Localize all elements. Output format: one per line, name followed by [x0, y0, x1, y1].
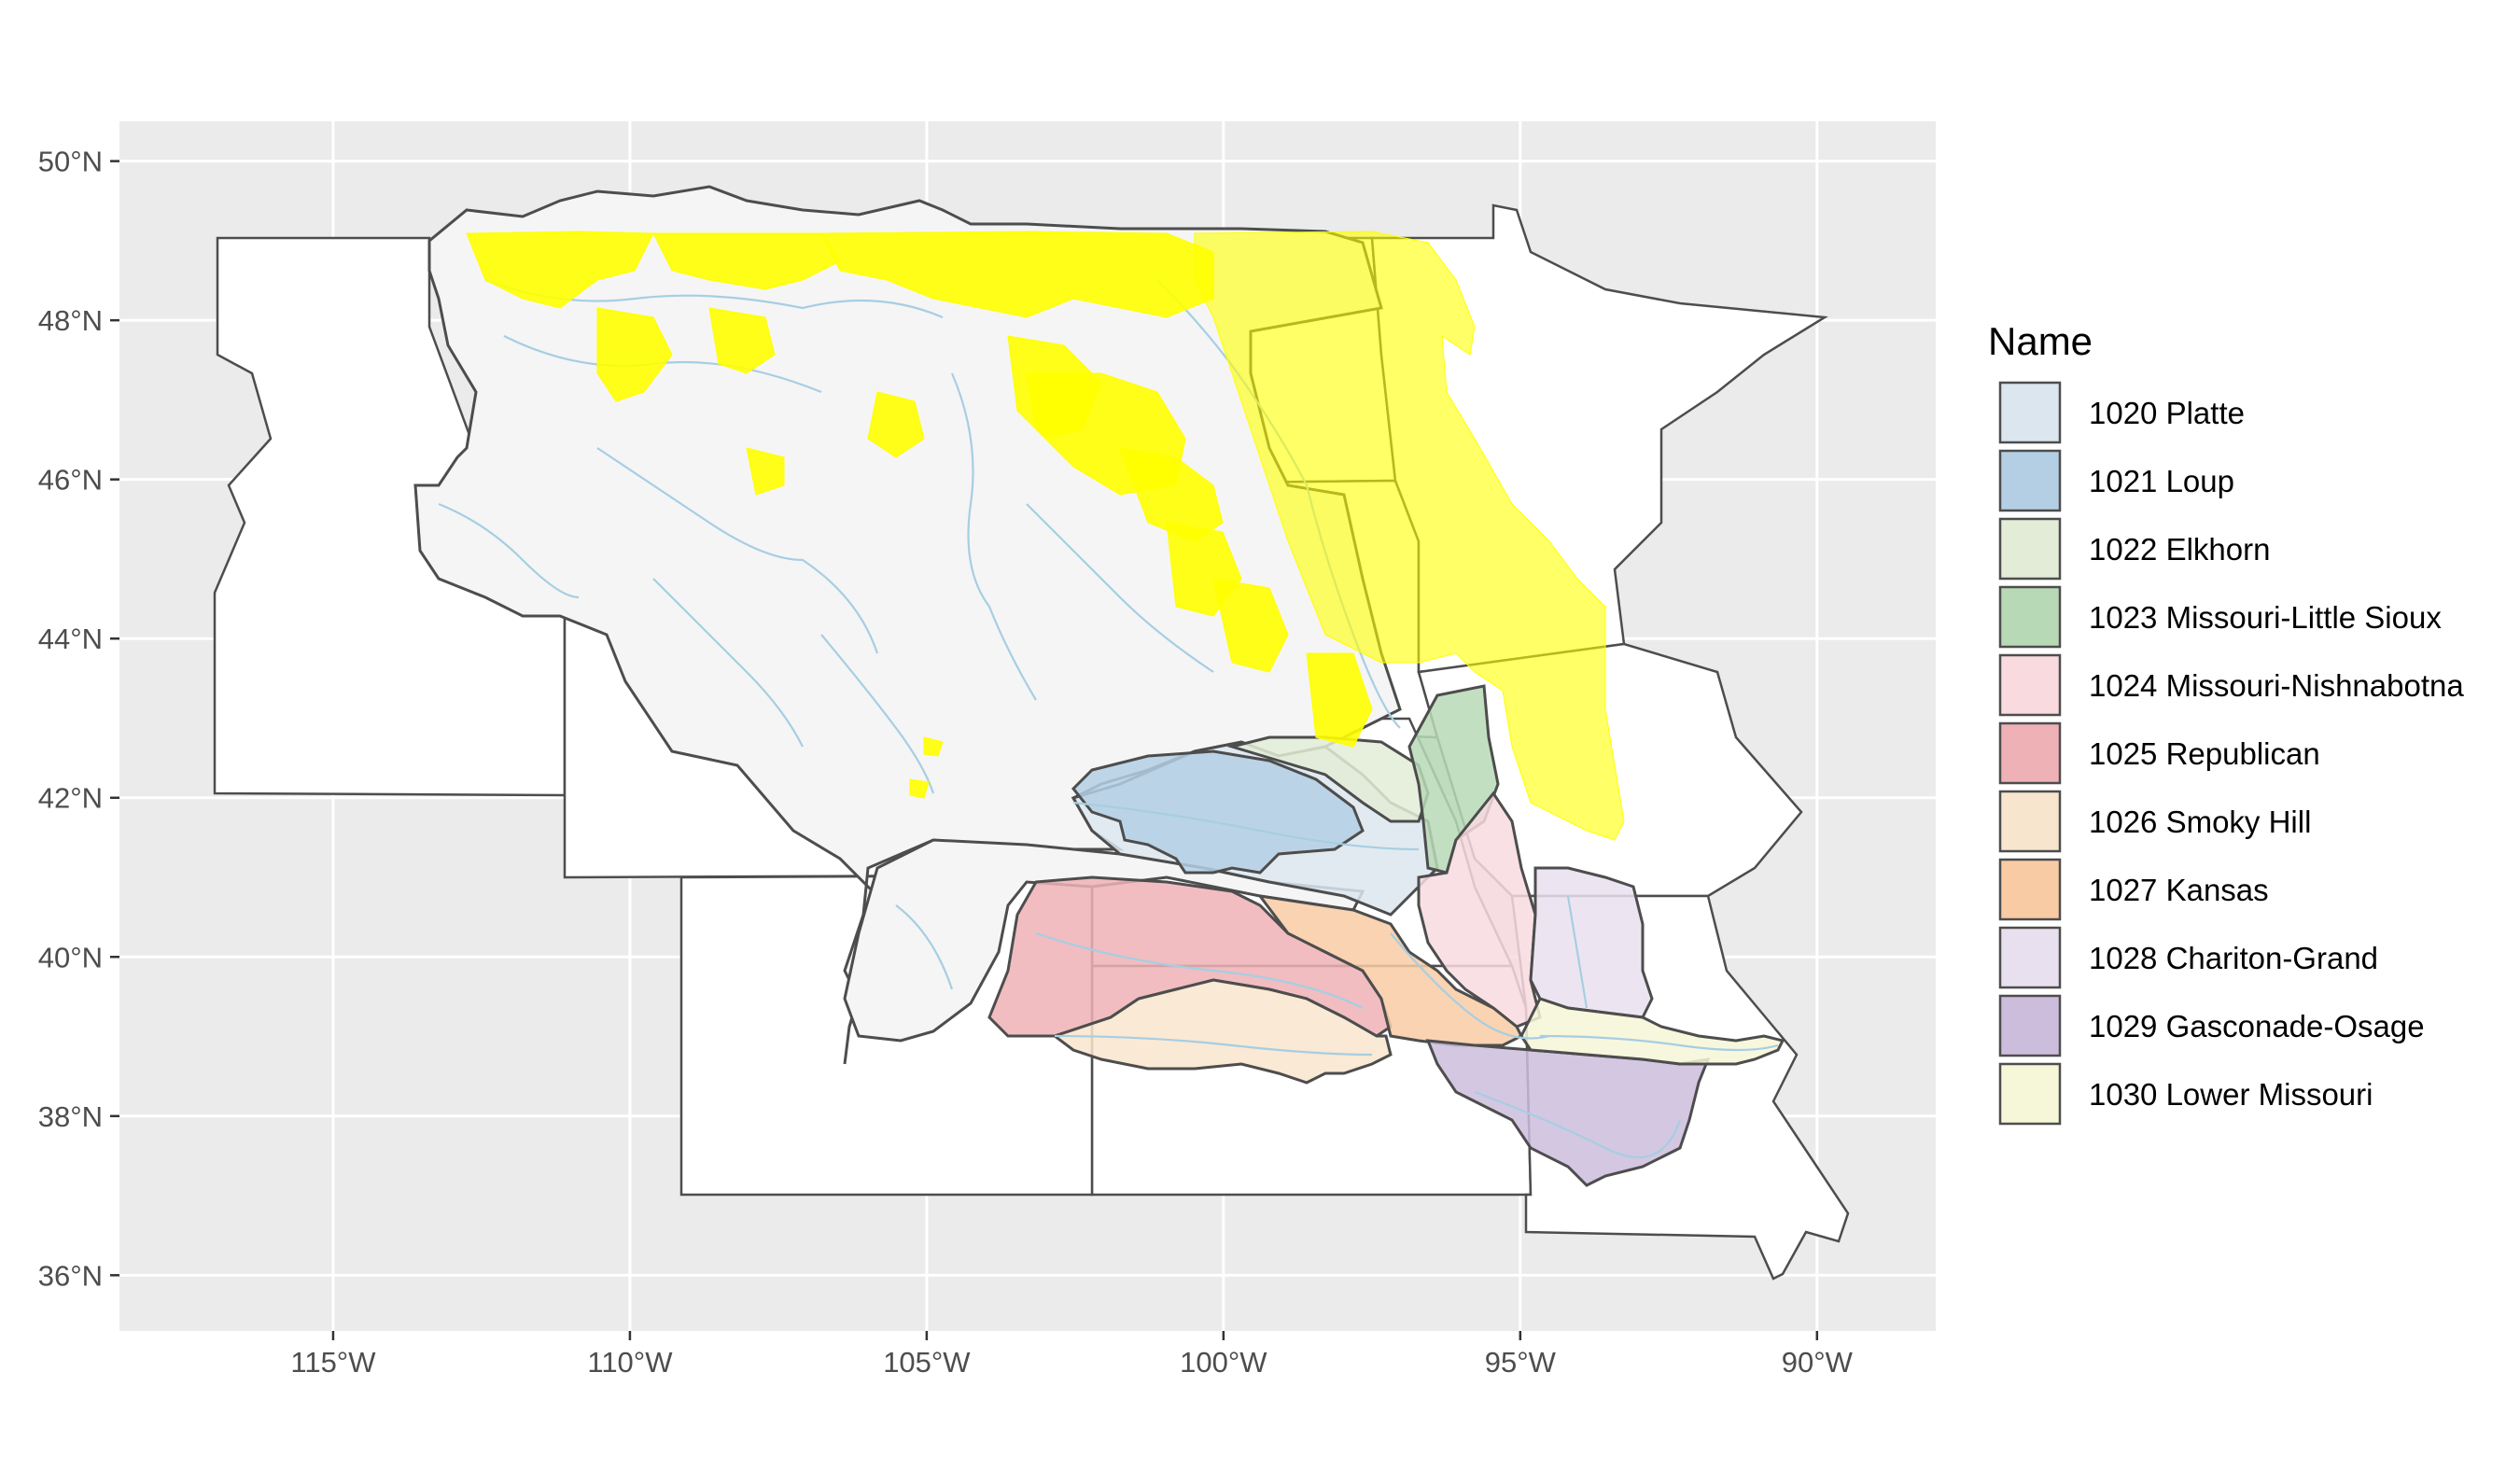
wetland-patch: [923, 736, 944, 757]
legend-swatch: [1998, 653, 2062, 717]
river: [1566, 895, 1589, 1009]
wetland-patch: [596, 307, 673, 402]
y-tick-label: 50°N: [38, 146, 103, 178]
river: [652, 578, 804, 748]
legend-item: 1026 Smoky Hill: [1998, 790, 2311, 853]
x-tick-label: 105°W: [883, 1346, 971, 1379]
legend-swatch: [1998, 1062, 2062, 1126]
river: [950, 372, 1037, 701]
x-tick-label: 115°W: [290, 1346, 376, 1379]
x-tick-label: 90°W: [1782, 1346, 1854, 1379]
legend-swatch: [1998, 449, 2062, 512]
legend-label: 1027 Kansas: [2089, 873, 2269, 907]
basin-1026-smoky-hill: [1051, 978, 1393, 1085]
wetland-patch: [708, 307, 776, 374]
x-tick-label: 100°W: [1180, 1346, 1267, 1379]
legend-swatch: [1998, 517, 2062, 581]
legend-label: 1030 Lower Missouri: [2089, 1077, 2373, 1112]
river: [438, 502, 580, 599]
legend-item: 1024 Missouri-Nishnabotna: [1998, 653, 2464, 717]
legend-item: 1021 Loup: [1998, 449, 2234, 512]
wetland-patch: [466, 231, 654, 309]
legend-label: 1023 Missouri-Little Sioux: [2089, 600, 2442, 635]
y-tick-label: 36°N: [38, 1259, 103, 1292]
legend-item: 1025 Republican: [1998, 721, 2320, 785]
wetland-patch: [909, 778, 930, 799]
river: [1474, 1090, 1682, 1159]
wetland-region: [1194, 231, 1625, 841]
river: [1035, 931, 1364, 1009]
legend-label: 1020 Platte: [2089, 396, 2245, 430]
legend-label: 1021 Loup: [2089, 464, 2234, 498]
river: [1072, 801, 1420, 851]
legend-swatch: [1998, 585, 2062, 649]
legend-item: 1027 Kansas: [1998, 858, 2269, 921]
legend-item: 1028 Chariton-Grand: [1998, 926, 2378, 989]
basin-1027-kansas: [1256, 893, 1524, 1047]
legend-label: 1026 Smoky Hill: [2089, 805, 2311, 839]
legend-item: 1029 Gasconade-Osage: [1998, 994, 2425, 1057]
legend-swatch: [1998, 858, 2062, 921]
basin-1028-chariton-grand: [1529, 866, 1654, 1019]
y-tick-label: 40°N: [38, 941, 103, 973]
legend-swatch: [1998, 381, 2062, 444]
legend-item: 1020 Platte: [1998, 381, 2245, 444]
y-tick-label: 46°N: [38, 464, 103, 497]
map-axes: 115°W 110°W 105°W 100°W 95°W 90°W 50°N 48°N 46°N…: [38, 146, 1854, 1379]
y-tick-label: 44°N: [38, 623, 103, 655]
legend-label: 1025 Republican: [2089, 736, 2320, 771]
river: [1026, 503, 1214, 673]
legend-title: Name: [1988, 319, 2093, 363]
state-montana: [213, 236, 567, 797]
legend-items: 1020 Platte 1021 Loup 1022 Elkhorn 1023 Mis…: [1998, 381, 2464, 1126]
legend-item: 1022 Elkhorn: [1998, 517, 2270, 581]
river: [1539, 1034, 1779, 1052]
river: [1390, 932, 1550, 1040]
y-tick-label: 42°N: [38, 782, 103, 815]
wetland-patch: [1306, 652, 1373, 748]
river: [1054, 1034, 1373, 1057]
basin-1030-lower-missouri: [1519, 997, 1785, 1066]
river: [895, 904, 954, 990]
legend-item: 1023 Missouri-Little Sioux: [1998, 585, 2442, 649]
legend-label: 1028 Chariton-Grand: [2089, 941, 2378, 975]
wetland-patch: [746, 447, 785, 496]
legend-label: 1024 Missouri-Nishnabotna: [2089, 668, 2464, 703]
legend-swatch: [1998, 926, 2062, 989]
wetland-highlight: [466, 231, 1625, 841]
legend-label: 1022 Elkhorn: [2089, 532, 2270, 567]
wetland-patch: [1212, 578, 1289, 673]
legend-item: 1030 Lower Missouri: [1998, 1062, 2373, 1126]
y-tick-label: 48°N: [38, 304, 103, 337]
river: [820, 634, 935, 794]
wetland-patch: [820, 231, 1214, 318]
x-tick-label: 110°W: [587, 1346, 673, 1379]
x-tick-label: 95°W: [1485, 1346, 1557, 1379]
basin-1021-loup: [1071, 749, 1365, 875]
legend-swatch: [1998, 790, 2062, 853]
legend-swatch: [1998, 994, 2062, 1057]
legend-swatch: [1998, 721, 2062, 785]
legend-label: 1029 Gasconade-Osage: [2089, 1009, 2425, 1043]
y-tick-label: 38°N: [38, 1100, 103, 1133]
river: [596, 447, 879, 654]
wetland-patch: [1119, 447, 1224, 542]
wetland-patch: [867, 391, 925, 458]
